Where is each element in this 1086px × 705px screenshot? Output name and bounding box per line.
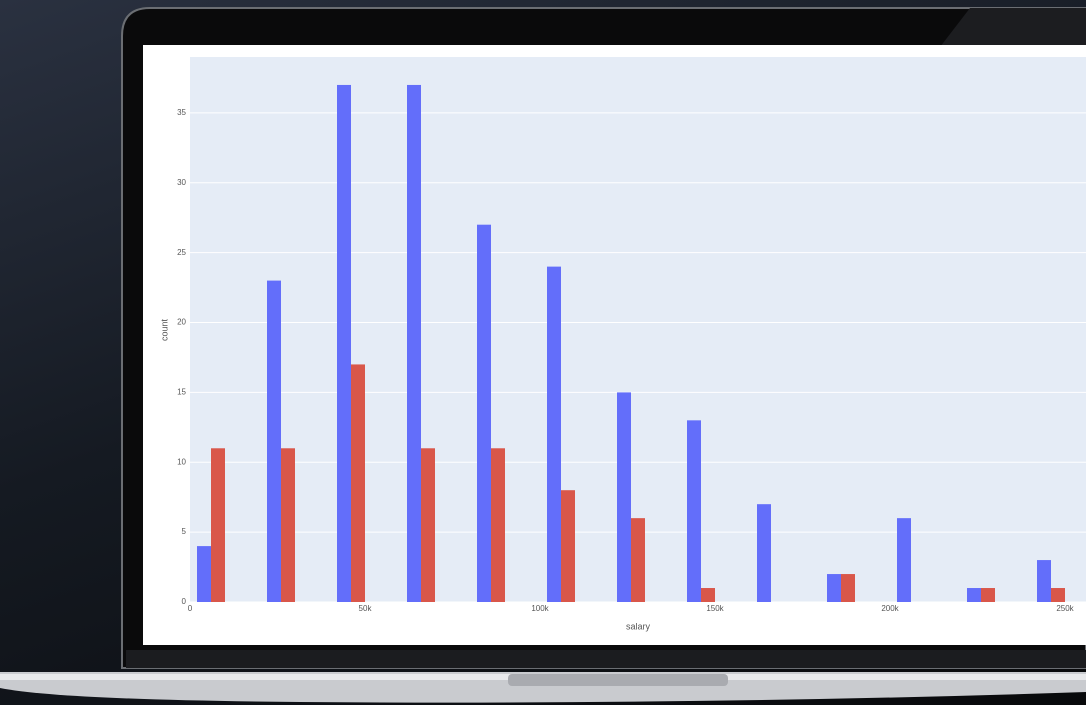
y-tick-label: 20 bbox=[177, 318, 186, 327]
y-axis-title: count bbox=[159, 318, 169, 341]
bar bbox=[547, 266, 561, 602]
x-tick-label: 0 bbox=[188, 604, 193, 613]
x-tick-label: 50k bbox=[359, 604, 373, 613]
x-tick-label: 150k bbox=[706, 604, 724, 613]
bar bbox=[827, 574, 841, 602]
bezel-bottom bbox=[126, 650, 1086, 668]
bar bbox=[841, 574, 855, 602]
bar bbox=[197, 546, 211, 602]
bar bbox=[561, 490, 575, 602]
bar bbox=[967, 588, 981, 602]
y-tick-label: 15 bbox=[177, 387, 186, 396]
bar bbox=[631, 518, 645, 602]
x-tick-label: 100k bbox=[531, 604, 549, 613]
chart: salary count 0 5 10 15 20 25 30 35 0 50k 100k 150k 2… bbox=[159, 57, 1086, 631]
bar bbox=[477, 224, 491, 602]
base-notch bbox=[508, 674, 728, 686]
bar bbox=[981, 588, 995, 602]
bar bbox=[1051, 588, 1065, 602]
bar bbox=[337, 84, 351, 602]
bar bbox=[701, 588, 715, 602]
bar bbox=[897, 518, 911, 602]
y-tick-label: 25 bbox=[177, 248, 186, 257]
bar bbox=[1037, 560, 1051, 602]
y-tick-label: 10 bbox=[177, 457, 186, 466]
bar bbox=[687, 420, 701, 602]
bar bbox=[211, 448, 225, 602]
bar bbox=[281, 448, 295, 602]
bar bbox=[617, 392, 631, 602]
bar bbox=[491, 448, 505, 602]
y-tick-label: 0 bbox=[182, 597, 187, 606]
bar bbox=[267, 280, 281, 602]
y-tick-label: 5 bbox=[182, 527, 187, 536]
y-tick-label: 35 bbox=[177, 108, 186, 117]
bar bbox=[757, 504, 771, 602]
bar bbox=[421, 448, 435, 602]
bar bbox=[351, 364, 365, 602]
x-tick-label: 200k bbox=[881, 604, 899, 613]
x-axis-title: salary bbox=[626, 621, 651, 631]
y-tick-label: 30 bbox=[177, 178, 186, 187]
x-tick-label: 250k bbox=[1056, 604, 1074, 613]
bar bbox=[407, 84, 421, 602]
